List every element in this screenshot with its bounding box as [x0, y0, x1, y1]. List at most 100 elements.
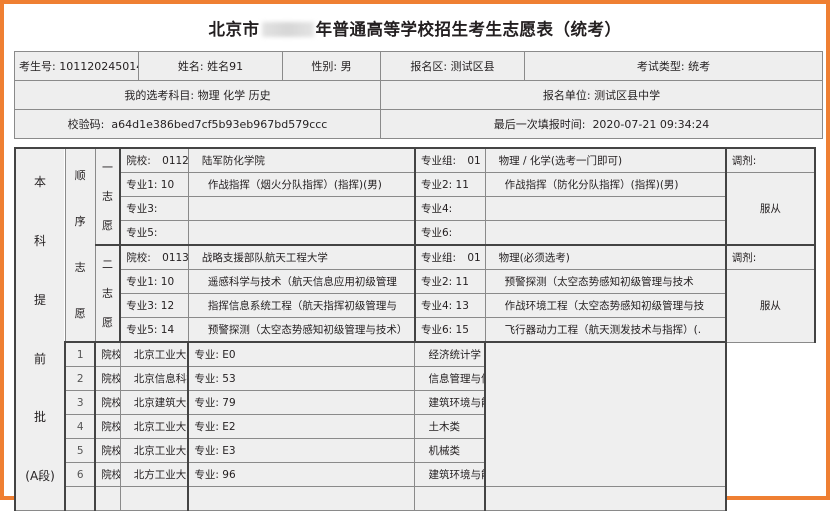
field-school-unit-value: 测试区县中学 [594, 89, 661, 102]
wish-2-order-vertical-text: 二 志 愿 [96, 250, 119, 337]
wish-2-group-name-text: 物理(必须选考) [498, 252, 570, 264]
parallel-row-4-major-label-text: 专业: E2 [194, 421, 236, 433]
parallel-row-3-school-name-text: 北京建筑大学 [133, 397, 188, 409]
parallel-row-6-index-text: 6 [76, 468, 84, 481]
parallel-row-5-index-text: 5 [76, 444, 84, 457]
parallel-row-4-school-label: 院校: 1049 [94, 414, 121, 439]
title-suffix: 年普通高等学校招生考生志愿表（统考） [315, 20, 622, 39]
wish-1-major-row-1: 专业1: 10 作战指挥（烟火分队指挥）(指挥)(男) 专业2: 11 作战指挥… [15, 172, 817, 246]
wish-1-major-2-name: 作战指挥（防化分队指挥）(指挥)(男) [484, 172, 727, 197]
field-district-value: 测试区县 [450, 60, 495, 73]
field-gender-label: 性别: [311, 60, 338, 73]
parallel-row-5-major-label-text: 专业: E3 [194, 445, 236, 457]
wish-2-major-1-label-text: 专业1: 10 [126, 276, 175, 288]
wish-1-school-name: 陆军防化学院 [187, 147, 416, 173]
parallel-row-1-index-text: 1 [76, 348, 84, 361]
wish-1-order-line-2: 愿 [101, 218, 113, 232]
field-name-value: 姓名91 [207, 60, 244, 73]
student-info-table: 考生号: 10112024501433 姓名: 姓名91 性别: 男 报名区: … [14, 51, 823, 139]
wish-1-major-2-name-text: 作战指挥（防化分队指挥）(指挥)(男) [504, 179, 679, 191]
parallel-row-6-major-label-text: 专业: 96 [194, 469, 236, 481]
parallel-row-3-index-text: 3 [76, 396, 84, 409]
field-exam-number-value: 10112024501433 [59, 60, 137, 73]
batch-name-line-1: 科 [34, 233, 47, 248]
wish-2-adjust-value: 服从 [724, 269, 817, 343]
field-district: 报名区: 测试区县 [380, 51, 525, 81]
wish-1-major-1-label: 专业1: 10 [119, 172, 189, 197]
parallel-row-3-school-label-text: 院校: 1067 [101, 397, 119, 409]
batch-name-line-0: 本 [34, 175, 47, 190]
wish-2-major-1-label: 专业1: 10 [119, 269, 189, 294]
parallel-row-6-major-name-text: 建筑环境与能源应用工程(绿色建筑与新能 [428, 469, 484, 481]
parallel-row-5-school-name-text: 北京工业大学 [133, 445, 188, 457]
parallel-row-1-school-label: 院校: 1049 [94, 341, 121, 367]
parallel-adjust-cell [484, 341, 727, 487]
wish-1-major-row-3: 专业5: 专业6: [15, 220, 815, 246]
parallel-row-3-major-label: 专业: 79 [187, 390, 416, 415]
wish-2-adjust-value-text: 服从 [759, 300, 781, 313]
wish-1-group-label-text: 专业组: [420, 155, 457, 167]
wish-1-group-name-text: 物理 / 化学(选考一门即可) [498, 155, 623, 167]
wish-1-order-line-0: 一 [101, 160, 113, 174]
parallel-row-1-school-label-text: 院校: 1049 [101, 349, 119, 361]
parallel-row-4: 4 院校: 1049 北京工业大学 专业: E2 土木类 [15, 414, 815, 439]
parallel-row-6: 6 院校: 1062 北方工业大学 专业: 96 建筑环境与能源应用工程(绿色建… [15, 462, 815, 487]
wish-1-major-1-name-text: 作战指挥（烟火分队指挥）(指挥)(男) [207, 179, 382, 191]
redacted-year-block [261, 22, 314, 37]
parallel-row-3-school-name: 北京建筑大学 [119, 390, 189, 415]
wish-1-order-cell: 一 志 愿 [94, 147, 121, 246]
parallel-row-3-major-name-text: 建筑环境与能源应用工程 [428, 397, 484, 409]
batch-name-cell: 本 科 提 前 批 (A段) [13, 147, 66, 511]
wish-2-adjust-header-text: 调剂: [731, 252, 757, 264]
field-exam-number-label: 考生号: [19, 60, 56, 73]
wish-1-order-line-1: 志 [101, 189, 113, 203]
wish-2-major-3-name-text: 指挥信息系统工程（航天指挥初级管理与 [207, 300, 397, 312]
field-exam-type-value: 统考 [688, 60, 711, 73]
wish-2-major-5-name-text: 预警探测（太空态势感知初级管理与技术） [207, 324, 408, 336]
student-info-row-3: 校验码: a64d1e386bed7cf5b93eb967bd579ccc 最后… [14, 109, 823, 139]
field-last-submit-time-label: 最后一次填报时间: [493, 118, 586, 131]
wish-2-order-line-1: 志 [101, 286, 113, 300]
wish-2-major-6-name: 飞行器动力工程（航天测发技术与指挥）(. [484, 317, 727, 343]
wish-2-major-4-label-text: 专业4: 13 [420, 300, 469, 312]
wish-1-school-code: 0112 [162, 155, 189, 167]
wish-2-major-2-name-text: 预警探测（太空态势感知初级管理与技术 [504, 276, 694, 288]
parallel-row-2-school-label: 院校: 1064 [94, 366, 121, 391]
parallel-row-1: 1 院校: 1049 北京工业大学 专业: E0 经济统计学 [15, 341, 815, 487]
wish-2-major-1-name-text: 遥感科学与技术（航天信息应用初级管理 [207, 276, 397, 288]
wish-2-major-6-label-text: 专业6: 15 [420, 324, 469, 336]
parallel-row-6-major-label: 专业: 96 [187, 462, 416, 487]
field-elective-subjects-value: 物理 化学 历史 [197, 89, 271, 102]
wish-2-school-label: 院校: 0113 [119, 244, 189, 270]
parallel-row-1-major-name: 经济统计学 [414, 341, 486, 367]
parallel-row-4-major-name-text: 土木类 [428, 421, 460, 433]
field-checksum-value: a64d1e386bed7cf5b93eb967bd579ccc [111, 118, 328, 131]
wish-2-major-row-2: 专业3: 12 指挥信息系统工程（航天指挥初级管理与 专业4: 13 作战环境工… [15, 293, 815, 318]
field-gender-value: 男 [340, 60, 352, 73]
parallel-row-4-school-name: 北京工业大学 [119, 414, 189, 439]
wish-1-major-6-name [484, 220, 727, 246]
field-last-submit-time: 最后一次填报时间: 2020-07-21 09:34:24 [380, 109, 823, 139]
wish-1-major-6-label: 专业6: [413, 220, 486, 246]
parallel-row-2-major-label: 专业: 53 [187, 366, 416, 391]
wish-2-major-3-name: 指挥信息系统工程（航天指挥初级管理与 [187, 293, 416, 318]
parallel-row-5-major-label: 专业: E3 [187, 438, 416, 463]
student-info-row-1: 考生号: 10112024501433 姓名: 姓名91 性别: 男 报名区: … [14, 51, 823, 81]
wish-2-school-name-text: 战略支援部队航天工程大学 [201, 252, 328, 264]
parallel-row-6-major-name: 建筑环境与能源应用工程(绿色建筑与新能 [414, 462, 486, 487]
wish-1-major-4-name [484, 196, 727, 221]
parallel-row-6-school-label: 院校: 1062 [94, 462, 121, 487]
batch-name-line-4: 批 [34, 410, 47, 425]
batch-name-vertical-text: 本 科 提 前 批 (A段) [17, 153, 64, 506]
wish-1-major-6-label-text: 专业6: [420, 227, 453, 239]
parallel-row-2-school-label-text: 院校: 1064 [101, 373, 119, 385]
wish-1-adjust-header-text: 调剂: [731, 155, 757, 167]
wish-1-adjust-header: 调剂: [724, 147, 817, 173]
parallel-row-7-major-name [414, 486, 486, 511]
wish-1-major-2-label-text: 专业2: 11 [420, 179, 469, 191]
parallel-row-2-major-label-text: 专业: 53 [194, 373, 236, 385]
parallel-row-6-school-label-text: 院校: 1062 [101, 469, 119, 481]
parallel-row-7-major-label [187, 486, 416, 511]
parallel-row-5-school-label-text: 院校: 1049 [101, 445, 119, 457]
